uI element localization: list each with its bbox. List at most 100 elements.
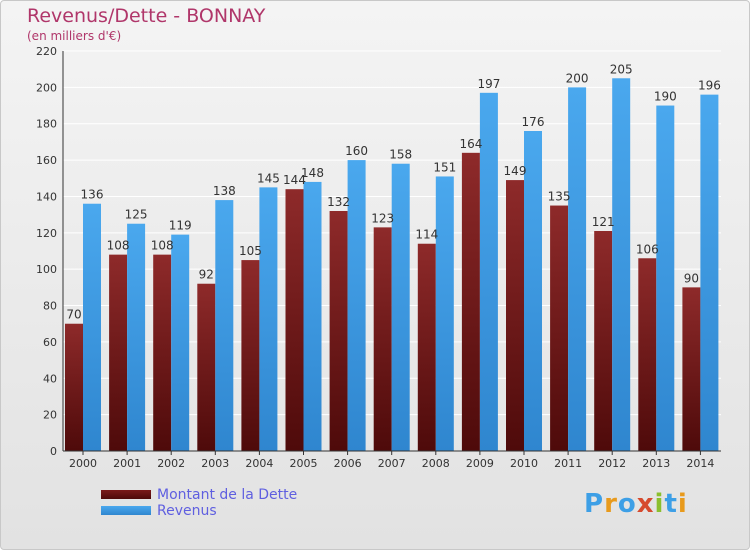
y-tick-label: 140 [36, 190, 57, 203]
data-label-revenus-2007: 158 [389, 148, 412, 162]
y-tick-label: 160 [36, 154, 57, 167]
data-label-debt-2013: 106 [636, 242, 659, 256]
data-label-debt-2008: 114 [415, 228, 438, 242]
data-label-revenus-2004: 145 [257, 171, 280, 185]
legend-label-revenus: Revenus [157, 503, 217, 519]
bar-revenus-2008 [435, 176, 454, 452]
bar-revenus-2000 [83, 203, 101, 451]
bar-revenus-2011 [568, 87, 587, 451]
y-tick-label: 40 [43, 372, 57, 385]
logo-letter: i [654, 489, 665, 519]
data-label-debt-2000: 70 [66, 308, 81, 322]
data-label-revenus-2014: 196 [698, 79, 721, 93]
logo-letter: x [636, 489, 655, 519]
bar-debt-2011 [550, 205, 569, 451]
data-label-revenus-2000: 136 [81, 188, 104, 202]
data-label-revenus-2003: 138 [213, 184, 236, 198]
legend-swatch-revenus [101, 506, 151, 515]
chart-title: Revenus/Dette - BONNAY [27, 5, 266, 27]
bar-revenus-2005 [303, 181, 322, 451]
data-label-revenus-2013: 190 [654, 90, 677, 104]
bar-revenus-2013 [656, 105, 675, 451]
y-tick-label: 100 [36, 263, 57, 276]
data-label-debt-2009: 164 [459, 137, 482, 151]
bar-revenus-2001 [127, 223, 146, 451]
bar-debt-2013 [638, 258, 657, 451]
bar-debt-2014 [682, 287, 701, 451]
bar-revenus-2004 [259, 187, 278, 451]
y-tick-label: 80 [43, 300, 57, 313]
bar-revenus-2009 [479, 92, 498, 452]
x-tick-label: 2014 [686, 457, 714, 470]
bar-debt-2001 [109, 254, 128, 451]
data-label-debt-2005: 144 [283, 173, 306, 187]
bar-revenus-2007 [391, 163, 410, 451]
bar-revenus-2002 [171, 234, 190, 451]
x-tick-label: 2003 [201, 457, 229, 470]
logo-letter: o [617, 489, 637, 519]
bar-debt-2000 [65, 323, 83, 451]
logo-letter: t [664, 489, 678, 519]
bar-debt-2008 [417, 243, 436, 451]
x-tick-label: 2012 [598, 457, 626, 470]
bar-debt-2009 [461, 152, 480, 451]
data-label-debt-2007: 123 [371, 211, 394, 225]
bar-debt-2005 [285, 189, 304, 451]
logo-letter: i [677, 489, 688, 519]
y-tick-label: 200 [36, 81, 57, 94]
data-label-revenus-2010: 176 [522, 115, 545, 129]
x-tick-label: 2009 [466, 457, 494, 470]
bar-debt-2012 [594, 231, 613, 451]
y-tick-label: 220 [36, 45, 57, 58]
x-tick-label: 2006 [334, 457, 362, 470]
y-tick-label: 60 [43, 336, 57, 349]
bar-debt-2002 [153, 254, 172, 451]
data-label-revenus-2006: 160 [345, 144, 368, 158]
data-label-revenus-2002: 119 [169, 219, 192, 233]
x-tick-label: 2005 [290, 457, 318, 470]
x-tick-label: 2004 [245, 457, 273, 470]
bar-debt-2004 [241, 260, 260, 451]
y-tick-label: 120 [36, 227, 57, 240]
y-tick-label: 0 [50, 445, 57, 458]
bar-revenus-2012 [612, 78, 631, 451]
x-tick-label: 2000 [69, 457, 97, 470]
x-tick-label: 2002 [157, 457, 185, 470]
data-label-debt-2003: 92 [199, 268, 214, 282]
data-label-debt-2004: 105 [239, 244, 262, 258]
data-label-debt-2012: 121 [592, 215, 615, 229]
data-label-revenus-2008: 151 [433, 160, 456, 174]
data-label-revenus-2012: 205 [610, 62, 633, 76]
y-tick-label: 20 [43, 409, 57, 422]
x-tick-label: 2013 [642, 457, 670, 470]
bar-revenus-2006 [347, 160, 366, 451]
y-tick-label: 180 [36, 118, 57, 131]
logo-letter: r [604, 489, 618, 519]
data-label-debt-2006: 132 [327, 195, 350, 209]
data-label-debt-2002: 108 [151, 239, 174, 253]
x-tick-label: 2011 [554, 457, 582, 470]
bar-debt-2006 [329, 211, 348, 451]
legend-swatch-debt [101, 490, 151, 499]
bar-debt-2007 [373, 227, 392, 451]
x-tick-label: 2010 [510, 457, 538, 470]
proxiti-logo: Proxiti [584, 489, 688, 519]
bar-debt-2010 [506, 180, 524, 451]
data-label-revenus-2009: 197 [477, 77, 500, 91]
logo-letter: P [584, 489, 605, 519]
data-label-revenus-2011: 200 [566, 71, 589, 85]
x-tick-label: 2008 [422, 457, 450, 470]
data-label-debt-2001: 108 [107, 239, 130, 253]
bar-revenus-2003 [215, 200, 234, 451]
bar-debt-2003 [197, 283, 216, 451]
bar-revenus-2010 [524, 131, 542, 451]
data-label-revenus-2005: 148 [301, 166, 324, 180]
data-label-revenus-2001: 125 [125, 208, 148, 222]
data-label-debt-2014: 90 [684, 271, 699, 285]
data-label-debt-2010: 149 [504, 164, 527, 178]
x-tick-label: 2001 [113, 457, 141, 470]
bar-revenus-2014 [700, 94, 719, 452]
x-tick-label: 2007 [378, 457, 406, 470]
